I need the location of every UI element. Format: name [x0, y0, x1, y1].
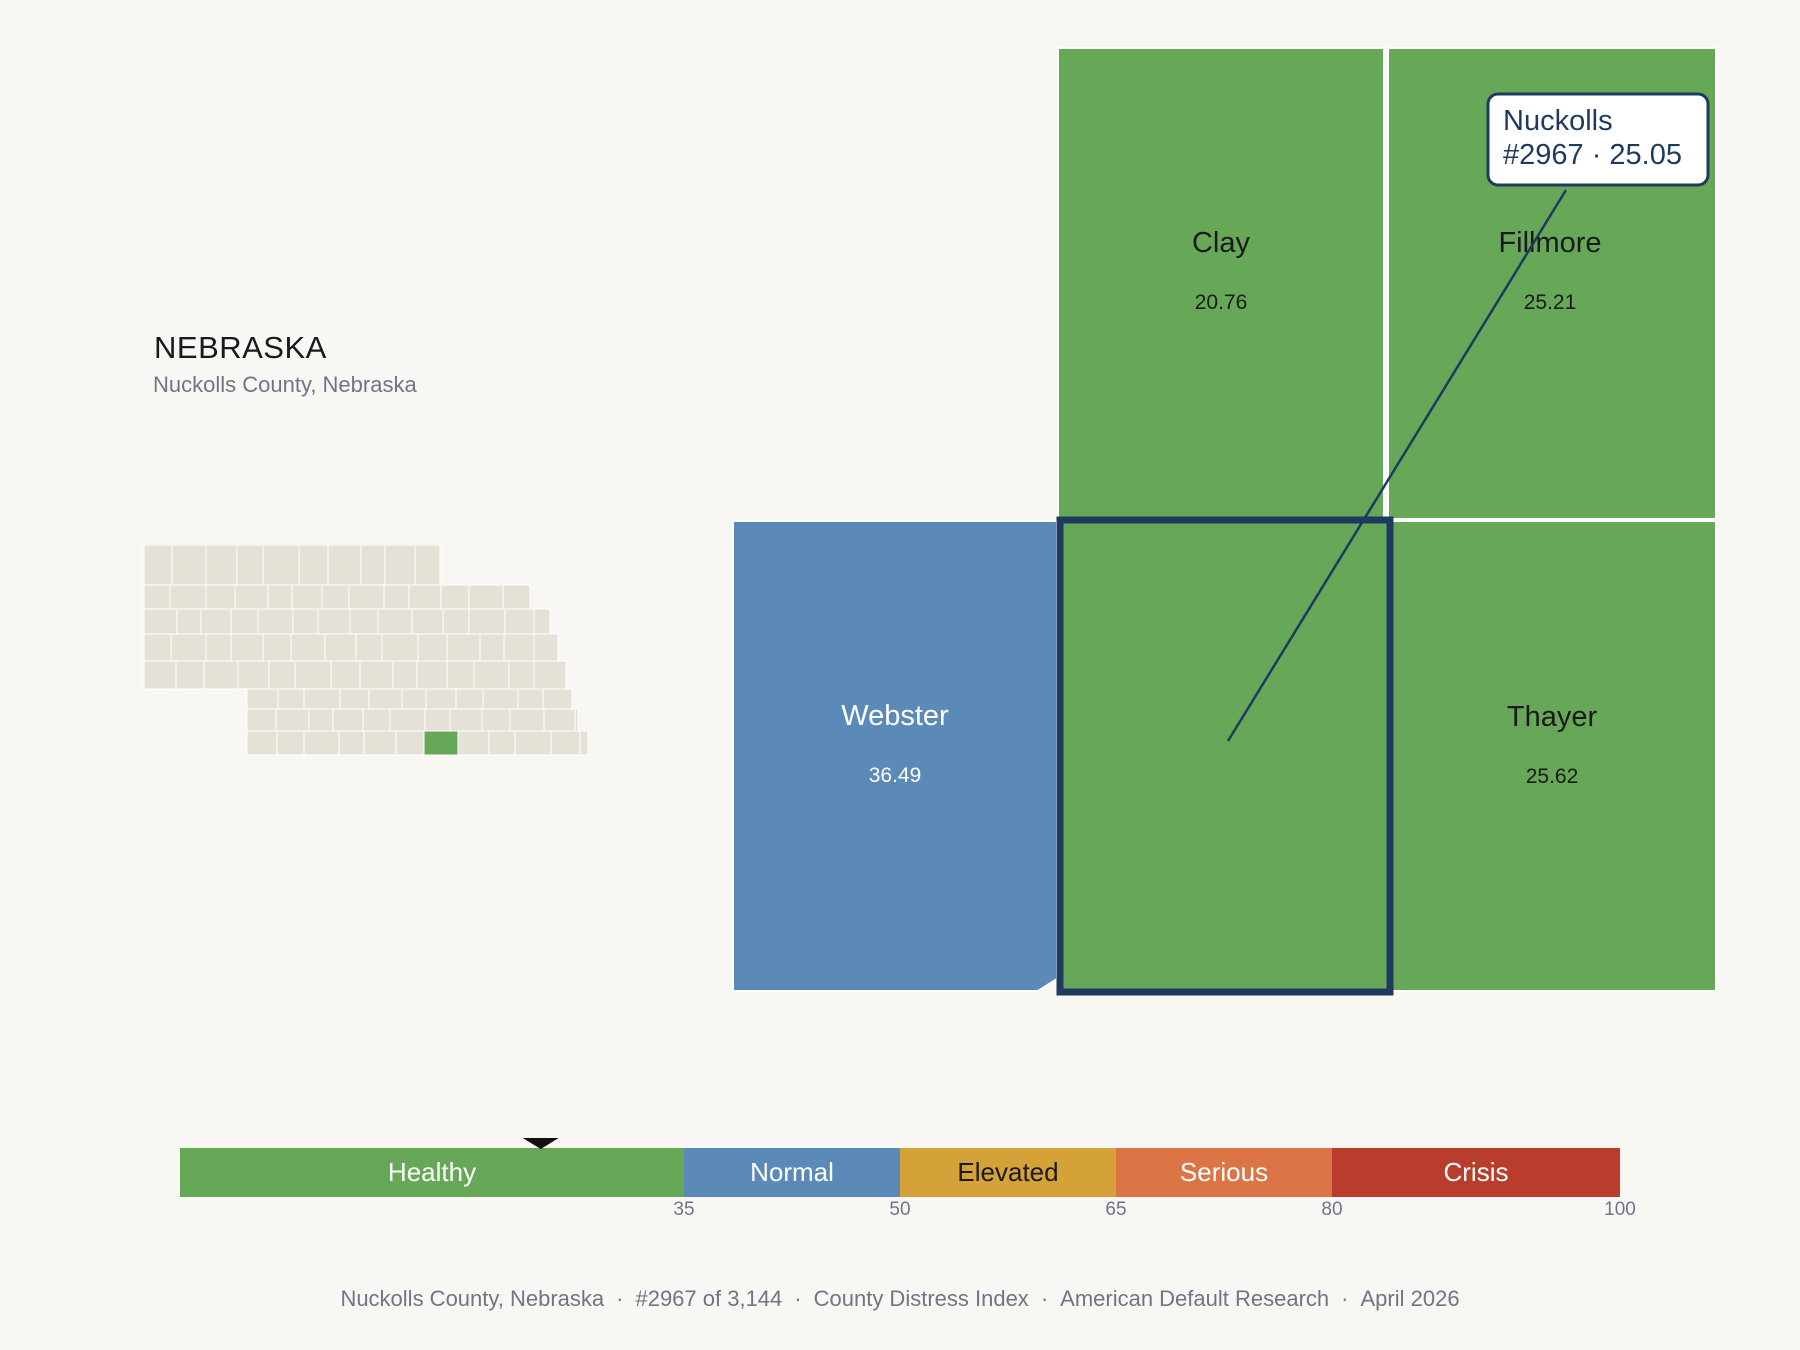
footer-index: County Distress Index — [813, 1286, 1029, 1311]
state-county — [384, 545, 416, 586]
state-county — [579, 730, 589, 756]
state-county — [533, 660, 567, 690]
scale-band-label-normal: Normal — [750, 1157, 834, 1187]
county-label-fillmore: Fillmore — [1498, 227, 1601, 259]
state-county — [503, 633, 535, 662]
state-county — [267, 584, 293, 610]
county-label-clay: Clay — [1192, 227, 1251, 259]
state-county — [514, 730, 552, 756]
county-label-webster: Webster — [841, 700, 949, 732]
scale-tick-label: 100 — [1604, 1199, 1636, 1220]
scale-band-label-crisis: Crisis — [1444, 1157, 1509, 1187]
state-county — [143, 608, 178, 635]
distress-scale: Healthy Normal Elevated Serious Crisis 35 50 6… — [180, 1138, 1636, 1220]
county-value-fillmore: 25.21 — [1524, 291, 1577, 314]
scale-band-label-elevated: Elevated — [957, 1157, 1058, 1187]
state-county — [550, 730, 581, 756]
county-neighborhood-map: Clay 20.76 Fillmore 25.21 Webster 36.49 Thayer… — [732, 47, 1717, 996]
state-county — [175, 660, 205, 690]
state-county — [330, 660, 361, 690]
scale-band-elevated — [900, 1148, 1116, 1197]
scale-band-healthy — [180, 1148, 684, 1197]
state-highlight-county — [423, 730, 459, 756]
state-county — [363, 730, 397, 756]
state-subtitle: Nuckolls County, Nebraska — [153, 372, 417, 397]
state-county — [488, 730, 516, 756]
scale-band-serious — [1116, 1148, 1332, 1197]
scale-marker-triangle — [522, 1138, 559, 1149]
state-county-grid — [143, 545, 589, 756]
callout-rank-value: #2967 · 25.05 — [1503, 139, 1682, 171]
state-county — [457, 730, 490, 756]
state-county — [203, 660, 239, 690]
state-county — [408, 584, 442, 610]
callout: Nuckolls #2967 · 25.05 — [1486, 92, 1710, 187]
state-county — [381, 633, 419, 662]
state-county — [169, 584, 207, 610]
state-county — [268, 660, 296, 690]
state-county — [442, 608, 470, 635]
footer-date: April 2026 — [1360, 1286, 1460, 1311]
scale-band-label-serious: Serious — [1180, 1157, 1268, 1187]
state-county — [262, 545, 300, 586]
state-county — [508, 660, 535, 690]
callout-leader-line — [1226, 189, 1568, 742]
county-value-clay: 20.76 — [1195, 291, 1248, 314]
footer-source: American Default Research — [1060, 1286, 1330, 1311]
state-county — [324, 633, 357, 662]
scale-tick-label: 35 — [673, 1199, 694, 1220]
scale-band-crisis — [1332, 1148, 1620, 1197]
scale-tick-label: 80 — [1321, 1199, 1342, 1220]
state-county — [446, 633, 481, 662]
county-label-thayer: Thayer — [1507, 701, 1598, 733]
state-county — [237, 660, 270, 690]
state-county — [205, 633, 232, 662]
county-webster[interactable] — [732, 520, 1058, 992]
state-county — [303, 730, 340, 756]
state-county — [468, 608, 506, 635]
callout-county-name: Nuckolls — [1503, 105, 1613, 137]
callout-box — [1486, 92, 1710, 187]
state-county — [338, 730, 365, 756]
footer: Nuckolls County, Nebraska · #2967 of 3,144… — [340, 1286, 1460, 1311]
scale-tick-label: 65 — [1105, 1199, 1126, 1220]
selected-county-outline — [1056, 516, 1394, 996]
state-county — [294, 660, 332, 690]
state-title: NEBRASKA — [154, 330, 327, 365]
footer-county: Nuckolls County, Nebraska — [340, 1286, 605, 1311]
county-value-thayer: 25.62 — [1526, 765, 1579, 788]
scale-tick-label: 50 — [889, 1199, 910, 1220]
footer-rank: #2967 of 3,144 — [635, 1286, 783, 1311]
state-county — [416, 660, 448, 690]
state-county — [348, 584, 385, 610]
state-county — [349, 608, 379, 635]
scale-band-label-healthy: Healthy — [388, 1157, 476, 1187]
state-county — [321, 584, 350, 610]
state-county — [533, 633, 559, 662]
state-county — [230, 633, 264, 662]
state-locator-map — [143, 545, 589, 756]
state-county — [170, 633, 207, 662]
scale-band-normal — [684, 1148, 900, 1197]
state-county — [411, 608, 444, 635]
county-value-webster: 36.49 — [869, 764, 922, 787]
